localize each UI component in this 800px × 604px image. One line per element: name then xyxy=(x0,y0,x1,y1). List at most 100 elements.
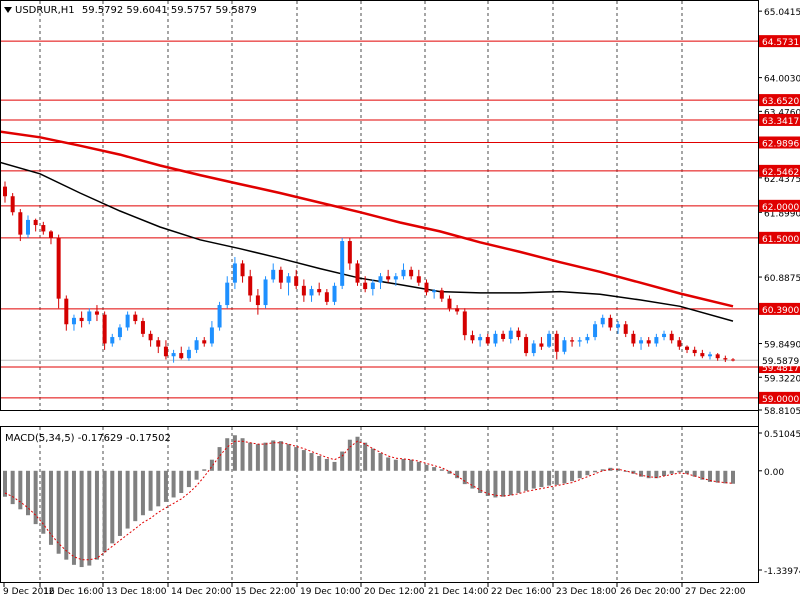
macd-bar xyxy=(539,470,544,488)
macd-bar xyxy=(10,470,15,505)
macd-bar xyxy=(692,470,697,477)
y-tick-label: 65.0415 xyxy=(764,8,800,18)
x-tick-label: 12 Dec 16:00 xyxy=(43,587,104,597)
current-price-tag xyxy=(759,354,800,367)
macd-bar xyxy=(125,470,130,529)
candle-body xyxy=(340,241,345,286)
candle-body xyxy=(539,343,544,347)
macd-bar xyxy=(631,470,636,474)
macd-bar xyxy=(547,470,552,486)
macd-bar xyxy=(416,461,421,471)
candle-body xyxy=(363,282,368,290)
candle-body xyxy=(117,327,122,338)
candle-body xyxy=(217,305,222,328)
macd-bar xyxy=(133,470,138,522)
x-tick-label: 26 Dec 20:00 xyxy=(620,587,681,597)
candle-body xyxy=(493,333,498,344)
macd-bar xyxy=(585,470,590,476)
candle-body xyxy=(171,353,176,357)
svg-text:USDRUR,H1 59.5792 59.6: USDRUR,H1 59.5792 59.6041 59.5757 59.587… xyxy=(15,5,257,16)
level-tag xyxy=(759,164,800,177)
macd-bar xyxy=(363,442,368,471)
level-tag xyxy=(759,391,800,404)
macd-bar xyxy=(347,439,352,471)
macd-bar xyxy=(117,470,122,536)
level-label: 59.0000 xyxy=(762,395,799,405)
candle-body xyxy=(294,276,299,286)
macd-bar xyxy=(71,470,76,565)
macd-bar xyxy=(715,470,720,483)
macd-bar xyxy=(708,470,713,482)
dropdown-triangle-icon[interactable] xyxy=(4,7,12,13)
macd-bar xyxy=(110,470,115,544)
level-label: 61.5000 xyxy=(762,235,799,245)
macd-bar xyxy=(493,470,498,498)
y-tick-label: 59.3220 xyxy=(764,374,800,384)
x-tick-label: 15 Dec 22:00 xyxy=(235,587,296,597)
candle-body xyxy=(685,346,690,350)
level-tag xyxy=(759,136,800,149)
candle-body xyxy=(547,333,552,347)
candle-body xyxy=(25,219,30,235)
horizontal-levels-layer xyxy=(0,40,758,399)
current-price-label: 59.5879 xyxy=(762,357,799,367)
macd-bar xyxy=(271,440,276,471)
macd-bar xyxy=(171,470,176,498)
x-tick-label: 20 Dec 12:00 xyxy=(364,587,425,597)
candle-body xyxy=(455,308,460,312)
macd-bar xyxy=(470,470,475,489)
candle-body xyxy=(577,340,582,342)
candle-body xyxy=(186,349,191,359)
candle-body xyxy=(631,333,636,344)
candle-body xyxy=(278,269,283,283)
macd-bar xyxy=(600,469,605,471)
macd-bar xyxy=(439,469,444,471)
candle-body xyxy=(309,289,314,296)
candle-body xyxy=(593,324,598,338)
candle-body xyxy=(470,335,475,341)
level-label: 63.6520 xyxy=(762,97,799,107)
x-tick-label: 27 Dec 22:00 xyxy=(685,587,746,597)
level-label: 60.3900 xyxy=(762,306,799,316)
macd-y-tick-label: 0.51045 xyxy=(764,430,800,440)
candle-body xyxy=(516,330,521,338)
x-tick-label: 14 Dec 20:00 xyxy=(171,587,232,597)
macd-bar xyxy=(723,470,728,484)
y-tick-label: 63.4760 xyxy=(764,108,800,118)
macd-bar xyxy=(654,470,659,479)
candle-body xyxy=(56,237,61,299)
x-tick-label: 22 Dec 16:00 xyxy=(491,587,552,597)
candle-body xyxy=(3,186,7,197)
candle-body xyxy=(133,314,138,322)
macd-bar xyxy=(455,470,460,479)
candle-body xyxy=(600,317,605,325)
chart-header: USDRUR,H1 59.5792 59.6041 59.5757 59.587… xyxy=(4,5,257,444)
y-tick-label: 58.8105 xyxy=(764,407,800,417)
macd-bar xyxy=(301,450,306,471)
macd-bar xyxy=(393,459,398,471)
candle-body xyxy=(562,340,567,352)
candle-body xyxy=(386,276,391,280)
level-tag xyxy=(759,199,800,212)
candle-body xyxy=(692,349,697,354)
macd-bar xyxy=(378,453,383,471)
candle-body xyxy=(194,340,199,350)
macd-bar xyxy=(240,438,245,471)
macd-bar xyxy=(508,470,513,496)
macd-bar xyxy=(194,470,199,480)
macd-bar xyxy=(531,470,536,489)
candle-body xyxy=(225,282,230,306)
candle-body xyxy=(432,290,437,293)
candle-body xyxy=(570,340,575,342)
candle-body xyxy=(271,269,276,280)
candle-body xyxy=(409,269,414,277)
level-label: 62.0000 xyxy=(762,203,799,213)
candle-body xyxy=(677,340,682,347)
macd-bar xyxy=(370,448,375,471)
macd-title: MACD(5,34,5) -0.17629 -0.17502 xyxy=(5,433,171,444)
macd-bar xyxy=(608,467,613,471)
macd-bar xyxy=(501,470,506,497)
candle-body xyxy=(148,333,153,341)
candle-body xyxy=(524,337,529,354)
macd-bar xyxy=(163,470,168,502)
